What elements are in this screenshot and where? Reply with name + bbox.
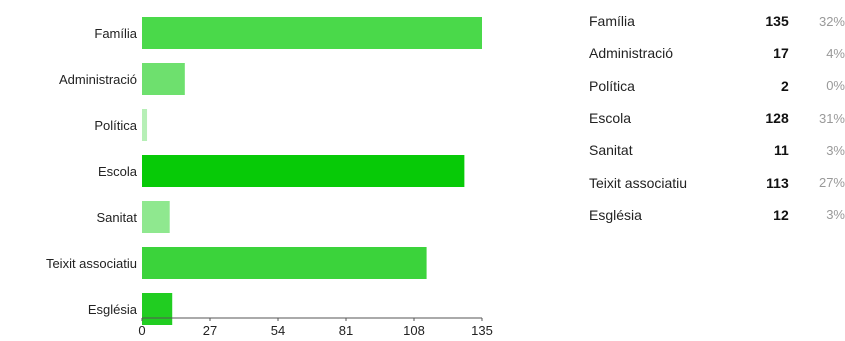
category-label: Política (94, 118, 137, 133)
bar (142, 109, 148, 141)
bar (142, 155, 465, 187)
summary-category: Església (589, 206, 642, 223)
summary-category: Escola (589, 110, 632, 127)
bar-chart: Família Administració Política Escola Sanita… (46, 17, 493, 338)
summary-category: Família (589, 13, 635, 30)
summary-percent: 3% (826, 142, 845, 158)
x-tick-label: 27 (203, 323, 217, 338)
summary-row: Família 135 32% (583, 5, 845, 37)
summary-count: 2 (780, 77, 789, 94)
summary-row: Escola 128 31% (583, 102, 845, 134)
x-tick-label: 54 (271, 323, 285, 338)
bar (142, 247, 427, 279)
summary-row: Política 2 0% (583, 70, 845, 102)
x-tick-label: 81 (339, 323, 353, 338)
category-label: Administració (59, 72, 137, 87)
bar (142, 201, 170, 233)
summary-count: 17 (773, 45, 789, 62)
summary-category: Política (589, 77, 635, 94)
summary-category: Sanitat (589, 142, 633, 159)
category-label: Sanitat (97, 210, 138, 225)
summary-table: Família 135 32% Administració 17 4% Política 2 0… (583, 5, 845, 231)
x-tick-label: 108 (403, 323, 425, 338)
bar (142, 63, 185, 95)
summary-count: 12 (773, 206, 789, 223)
bar (142, 293, 173, 325)
summary-percent: 31% (818, 110, 845, 126)
summary-count: 135 (765, 13, 789, 30)
summary-percent: 27% (818, 175, 845, 191)
summary-row: Església 12 3% (583, 199, 845, 231)
summary-count: 128 (765, 110, 789, 127)
category-label: Església (88, 302, 138, 317)
summary-category: Teixit associatiu (589, 174, 688, 191)
category-label: Família (94, 26, 137, 41)
summary-percent: 0% (826, 78, 845, 94)
x-tick-label: 0 (138, 323, 145, 338)
summary-row: Administració 17 4% (583, 37, 845, 69)
category-label: Escola (98, 164, 138, 179)
x-tick-label: 135 (471, 323, 493, 338)
category-label: Teixit associatiu (46, 256, 137, 271)
summary-count: 11 (773, 142, 789, 159)
summary-count: 113 (766, 174, 789, 191)
bar (142, 17, 482, 49)
summary-row: Sanitat 11 3% (583, 134, 845, 166)
summary-category: Administració (589, 45, 674, 62)
summary-percent: 32% (818, 13, 845, 29)
summary-row: Teixit associatiu 113 27% (583, 166, 845, 198)
summary-percent: 4% (826, 45, 845, 61)
summary-percent: 3% (826, 207, 845, 223)
